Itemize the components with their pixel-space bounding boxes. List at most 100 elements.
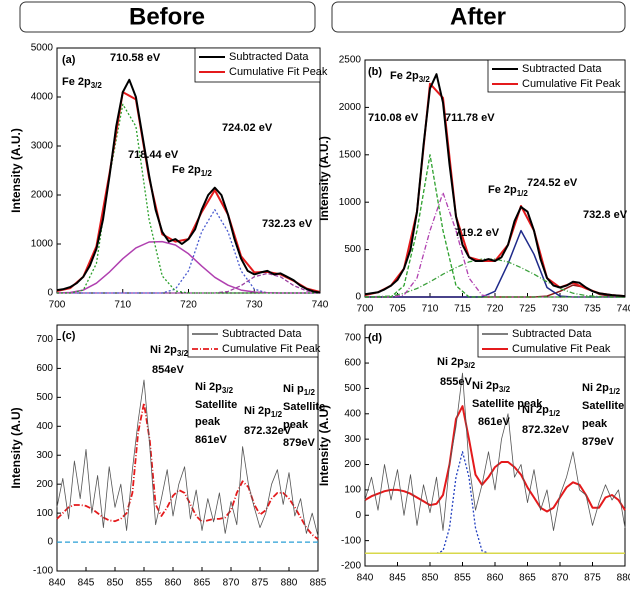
x-tick-label: 705 xyxy=(389,304,406,315)
x-tick-label: 735 xyxy=(584,304,601,315)
legend-box xyxy=(487,59,626,93)
y-axis-label: Intensity (A.U) xyxy=(317,405,331,486)
x-tick-label: 700 xyxy=(357,304,374,315)
header-title: After xyxy=(450,3,506,30)
annotation: 724.02 eV xyxy=(222,122,273,134)
x-tick-label: 730 xyxy=(246,300,263,311)
y-tick-label: 200 xyxy=(36,479,53,490)
legend-label: Cumulative Fit Peak xyxy=(229,66,328,78)
annotation-text: Fe 2p xyxy=(390,70,419,82)
annotation: Fe 2p3/2 xyxy=(62,76,102,90)
annotation: Ni 2p1/2 xyxy=(582,382,621,396)
annotation: (c) xyxy=(62,330,76,342)
x-tick-label: 840 xyxy=(49,578,66,589)
annotation-subscript: 1/2 xyxy=(517,189,529,198)
annotation: 732.8 eV xyxy=(583,209,628,221)
x-tick-label: 880 xyxy=(617,573,630,584)
plot-area xyxy=(56,47,321,294)
series-line xyxy=(364,405,626,513)
series-line xyxy=(365,154,625,298)
annotation: Ni 2p1/2 xyxy=(244,405,283,419)
x-tick-label: 720 xyxy=(180,300,197,311)
annotation-text: Ni 2p xyxy=(522,404,549,416)
annotation: Satellite peak xyxy=(472,398,543,410)
series-line xyxy=(364,372,626,531)
annotation: 724.52 eV xyxy=(527,177,578,189)
header-box xyxy=(19,1,316,33)
annotation: 879eV xyxy=(283,437,315,449)
annotation: Ni 2p3/2 xyxy=(195,381,234,395)
y-tick-label: -200 xyxy=(341,561,361,572)
x-tick-label: 850 xyxy=(422,573,439,584)
annotation-subscript: 3/2 xyxy=(91,81,103,90)
x-tick-label: 720 xyxy=(487,304,504,315)
y-tick-label: -100 xyxy=(341,535,361,546)
y-tick-label: 2000 xyxy=(339,102,362,113)
y-tick-label: 5000 xyxy=(31,43,54,54)
y-tick-label: 100 xyxy=(36,508,53,519)
annotation: Satellite xyxy=(195,399,237,411)
series-line xyxy=(364,258,625,298)
annotation: Ni p1/2 xyxy=(283,383,315,397)
x-tick-label: 850 xyxy=(107,578,124,589)
y-tick-label: 700 xyxy=(36,334,53,345)
annotation-subscript: 1/2 xyxy=(271,410,283,419)
x-tick-label: 840 xyxy=(357,573,374,584)
y-tick-label: 100 xyxy=(344,485,361,496)
annotation: (a) xyxy=(62,54,76,66)
annotation-text: Ni p xyxy=(283,383,304,395)
annotation: Satellite xyxy=(283,401,325,413)
x-tick-label: 725 xyxy=(519,304,536,315)
annotation: 879eV xyxy=(582,436,614,448)
legend-box xyxy=(194,47,321,83)
annotation: Fe 2p1/2 xyxy=(488,184,528,198)
x-tick-label: 700 xyxy=(49,300,66,311)
annotation: peak xyxy=(195,416,221,428)
header-box xyxy=(331,1,626,33)
annotation: Ni 2p1/2 xyxy=(522,404,561,418)
annotation-text: Ni 2p xyxy=(195,381,222,393)
annotation: 718.44 eV xyxy=(128,149,179,161)
y-tick-label: 700 xyxy=(344,332,361,343)
series-line xyxy=(57,272,321,294)
x-tick-label: 865 xyxy=(519,573,536,584)
annotation-subscript: 1/2 xyxy=(304,388,316,397)
x-tick-label: 855 xyxy=(454,573,471,584)
x-tick-label: 860 xyxy=(487,573,504,584)
x-tick-label: 710 xyxy=(114,300,131,311)
annotation-text: Ni 2p xyxy=(437,356,464,368)
legend-label: Cumulative Fit Peak xyxy=(512,343,611,355)
annotation: peak xyxy=(582,418,608,430)
annotation-subscript: 1/2 xyxy=(609,387,621,396)
legend-label: Subtracted Data xyxy=(522,63,602,75)
y-tick-label: 0 xyxy=(355,510,361,521)
y-tick-label: 600 xyxy=(36,363,53,374)
series-line xyxy=(436,451,489,554)
annotation: Fe 2p3/2 xyxy=(390,70,430,84)
annotation: (d) xyxy=(368,332,382,344)
x-tick-label: 870 xyxy=(552,573,569,584)
annotation-text: Ni 2p xyxy=(150,344,177,356)
plot-area xyxy=(56,324,319,572)
y-tick-label: 300 xyxy=(36,450,53,461)
y-tick-label: 2500 xyxy=(339,55,362,66)
annotation-text: Fe 2p xyxy=(172,164,201,176)
x-tick-label: 870 xyxy=(223,578,240,589)
annotation: Fe 2p1/2 xyxy=(172,164,212,178)
annotation-subscript: 3/2 xyxy=(464,361,476,370)
x-tick-label: 875 xyxy=(252,578,269,589)
annotation: 710.08 eV xyxy=(368,112,419,124)
annotation-subscript: 3/2 xyxy=(499,385,511,394)
x-tick-label: 845 xyxy=(389,573,406,584)
y-tick-label: 400 xyxy=(36,421,53,432)
annotation-text: Ni 2p xyxy=(582,382,609,394)
y-tick-label: 3000 xyxy=(31,141,54,152)
annotation: Satellite xyxy=(582,400,624,412)
annotation: 861eV xyxy=(195,434,227,446)
x-tick-label: 740 xyxy=(617,304,630,315)
annotation: 732.23 eV xyxy=(262,218,313,230)
y-tick-label: 0 xyxy=(355,292,361,303)
annotation-text: Ni 2p xyxy=(244,405,271,417)
annotation: Ni 2p3/2 xyxy=(472,380,511,394)
